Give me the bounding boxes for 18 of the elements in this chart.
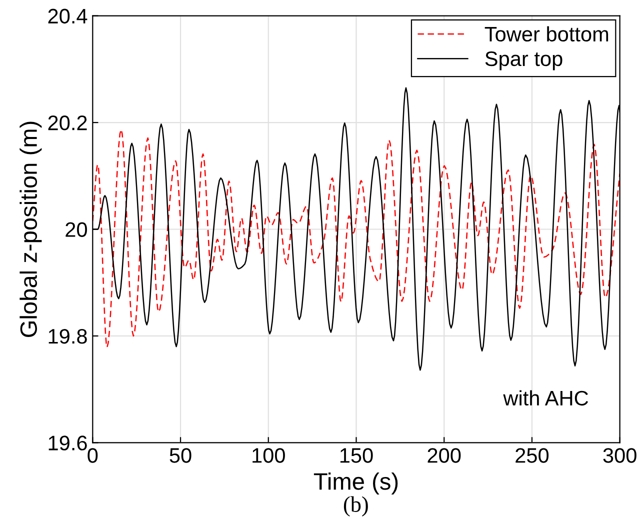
legend-label: Tower bottom xyxy=(484,26,608,42)
x-tick-label: 150 xyxy=(340,448,373,463)
y-tick-label: 19.6 xyxy=(48,436,87,450)
y-tick-label: 20 xyxy=(66,222,87,237)
annotation: with AHC xyxy=(503,390,588,406)
text: (b) xyxy=(344,496,368,516)
y-tick-label: 20.4 xyxy=(48,8,88,24)
x-tick-label: 100 xyxy=(252,448,285,463)
y-tick-label: 20.2 xyxy=(48,116,87,130)
x-tick-label: 0 xyxy=(88,448,98,463)
x-tick-label: 50 xyxy=(170,448,192,463)
y-axis-title: Global z-position (m) xyxy=(20,122,42,337)
x-tick-label: 200 xyxy=(428,448,461,463)
x-axis-title: Time (s) xyxy=(314,472,398,495)
x-tick-label: 300 xyxy=(603,448,636,463)
legend-label: Spar top xyxy=(485,51,562,70)
y-tick-label: 19.8 xyxy=(48,328,87,344)
x-tick-label: 250 xyxy=(516,448,549,463)
